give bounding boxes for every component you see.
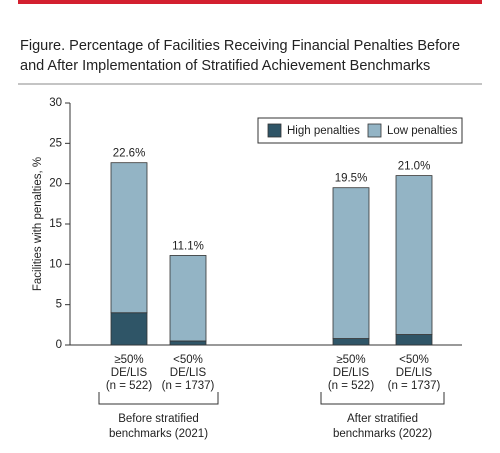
chart-title: and After Implementation of Stratified A…: [20, 58, 430, 74]
bar-segment: [332, 187, 370, 339]
group-label: benchmarks (2021): [109, 428, 208, 440]
bar-segment: [110, 312, 148, 346]
total-label: 21.0%: [398, 161, 431, 173]
top-rule: [18, 0, 482, 4]
y-tick-label: 0: [56, 339, 62, 351]
bar-segment: [169, 340, 207, 346]
x-tick-label: <50%: [173, 354, 203, 366]
x-tick-label: (n = 522): [106, 380, 153, 392]
group-bracket: [98, 392, 219, 405]
total-label: 19.5%: [335, 173, 368, 185]
legend-swatch: [267, 123, 282, 138]
chart-title: Figure. Percentage of Facilities Receivi…: [20, 38, 460, 54]
bar-segment: [169, 255, 207, 342]
legend-swatch: [367, 123, 382, 138]
group-label: After stratified: [347, 413, 418, 425]
x-tick-label: DE/LIS: [333, 367, 370, 379]
x-tick-label: (n = 1737): [388, 380, 441, 392]
bar-segment: [332, 338, 370, 346]
legend-label: Low penalties: [387, 125, 458, 137]
bar-segment: [395, 175, 433, 335]
group-label: Before stratified: [118, 413, 199, 425]
x-tick-label: ≥50%: [114, 354, 143, 366]
x-tick-label: DE/LIS: [111, 367, 148, 379]
y-tick-label: 20: [49, 178, 62, 190]
x-tick-label: ≥50%: [336, 354, 365, 366]
x-tick-label: <50%: [399, 354, 429, 366]
x-tick-label: (n = 522): [328, 380, 375, 392]
x-tick-label: (n = 1737): [162, 380, 215, 392]
bar-segment: [110, 162, 148, 314]
x-tick-label: DE/LIS: [170, 367, 207, 379]
legend-box: [257, 117, 463, 144]
bar-segment: [395, 334, 433, 346]
group-label: benchmarks (2022): [333, 428, 432, 440]
x-tick-label: DE/LIS: [396, 367, 433, 379]
y-axis-label: Facilities with penalties, %: [32, 157, 44, 291]
y-tick-label: 15: [49, 218, 62, 230]
y-tick-label: 30: [49, 97, 62, 109]
group-bracket: [320, 392, 445, 405]
y-tick-label: 25: [49, 137, 62, 149]
total-label: 11.1%: [172, 240, 204, 252]
y-tick-label: 5: [56, 299, 62, 311]
total-label: 22.6%: [113, 148, 146, 160]
legend-label: High penalties: [287, 125, 360, 137]
y-tick-label: 10: [49, 258, 62, 270]
